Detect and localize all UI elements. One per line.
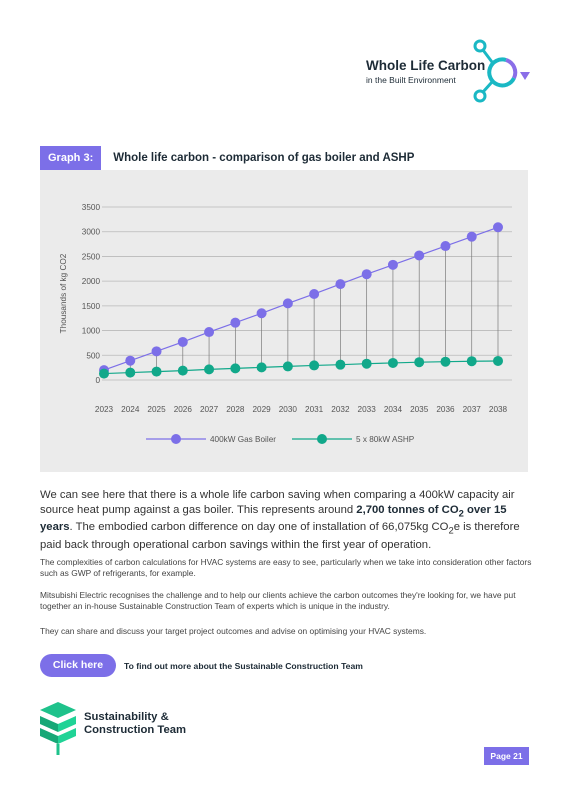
- data-point: [151, 366, 162, 377]
- y-tick-label: 1500: [82, 302, 101, 311]
- data-point: [309, 288, 320, 299]
- data-point: [125, 367, 136, 378]
- y-tick-label: 2500: [82, 252, 101, 261]
- lead-text-2-tail: e is therefore paid back through operati…: [40, 521, 520, 552]
- lead-paragraph: We can see here that there is a whole li…: [40, 488, 532, 553]
- lead-highlight: 2,700 tonnes of CO2 over 15 years: [40, 504, 507, 534]
- lead-text-2: . The embodied carbon difference on day …: [69, 521, 449, 534]
- data-point: [177, 365, 188, 376]
- data-point: [361, 358, 372, 369]
- series-line-0: [103, 226, 499, 371]
- x-tick-label: 2029: [252, 405, 271, 414]
- logo-subtitle: in the Built Environment: [366, 75, 456, 85]
- x-tick-label: 2034: [384, 405, 403, 414]
- data-point: [256, 362, 267, 373]
- legend-marker: [171, 434, 181, 444]
- lead-text-2-sub: 2: [448, 524, 454, 536]
- team-name: Sustainability & Construction Team: [84, 711, 186, 737]
- series-line-1: [103, 360, 499, 375]
- team-name-line-2: Construction Team: [84, 724, 187, 736]
- data-point: [177, 336, 188, 347]
- data-point: [387, 357, 398, 368]
- y-tick-label: 3500: [82, 203, 101, 212]
- x-tick-label: 2030: [279, 405, 298, 414]
- x-tick-label: 2037: [463, 405, 482, 414]
- data-point: [99, 368, 109, 379]
- data-point: [414, 250, 425, 261]
- logo-title: Whole Life Carbon: [366, 58, 486, 73]
- graph-title: Whole life carbon - comparison of gas bo…: [113, 152, 415, 164]
- data-point: [125, 355, 136, 366]
- x-tick-label: 2027: [200, 405, 219, 414]
- x-tick-label: 2031: [305, 405, 324, 414]
- data-point: [282, 361, 293, 372]
- data-point: [387, 259, 398, 270]
- cta-row: Click here To find out more about the Su…: [40, 654, 363, 677]
- legend-label: 5 x 80kW ASHP: [356, 435, 415, 444]
- x-tick-label: 2032: [331, 405, 350, 414]
- y-axis-label: Thousands of kg CO2: [59, 253, 68, 333]
- stacked-cubes-icon: [40, 702, 76, 755]
- data-point: [151, 346, 162, 357]
- x-tick-label: 2025: [147, 405, 166, 414]
- x-tick-label: 2035: [410, 405, 429, 414]
- x-tick-label: 2026: [174, 405, 193, 414]
- body-paragraph: The complexities of carbon calculations …: [40, 557, 532, 578]
- graph-tag: Graph 3:: [40, 146, 102, 170]
- chart-panel: 0 500 1000 1500 2000 2500 3000 3500 Thousands of…: [40, 170, 528, 472]
- x-tick-label: 2038: [489, 405, 508, 414]
- cta-text: To find out more about the Sustainable C…: [124, 660, 363, 671]
- sustainability-team-logo: Sustainability & Construction Team: [38, 700, 258, 756]
- y-tick-label: 3000: [82, 228, 101, 237]
- data-point: [335, 359, 346, 370]
- lead-highlight-sub: 2: [458, 506, 464, 518]
- y-tick-label: 0: [95, 376, 100, 385]
- data-point: [335, 279, 346, 290]
- data-point: [466, 231, 477, 242]
- x-tick-label: 2024: [121, 405, 140, 414]
- body-paragraph: Mitsubishi Electric recognises the chall…: [40, 590, 516, 611]
- x-tick-label: 2033: [358, 405, 377, 414]
- carbon-cycle-icon: [473, 39, 530, 103]
- graph-header: Graph 3: Whole life carbon - comparison …: [40, 146, 414, 170]
- data-point: [309, 360, 320, 371]
- legend-label: 400kW Gas Boiler: [210, 435, 276, 444]
- data-point: [466, 356, 477, 367]
- click-here-button[interactable]: Click here: [40, 654, 116, 677]
- data-point: [282, 298, 293, 309]
- y-tick-label: 500: [86, 351, 100, 360]
- lead-text-1: We can see here that there is a whole li…: [40, 489, 515, 516]
- x-tick-label: 2036: [436, 405, 455, 414]
- lead-highlight-text: 2,700 tonnes of CO: [356, 503, 459, 516]
- data-point: [204, 364, 215, 375]
- data-point: [361, 269, 372, 280]
- data-point: [440, 356, 451, 367]
- y-tick-label: 2000: [82, 277, 101, 286]
- body-paragraph: They can share and discuss your target p…: [40, 626, 427, 636]
- data-point: [440, 241, 451, 252]
- whole-life-carbon-logo: Whole Life Carbon in the Built Environme…: [360, 38, 535, 108]
- data-point: [256, 308, 267, 319]
- page-number-badge: Page 21: [484, 747, 529, 765]
- legend-marker: [317, 434, 327, 444]
- data-point: [414, 357, 425, 368]
- data-point: [493, 222, 503, 233]
- data-point: [230, 317, 241, 328]
- data-point: [493, 355, 503, 366]
- line-chart: 0 500 1000 1500 2000 2500 3000 3500 Thousands of…: [59, 203, 512, 444]
- team-name-line-1: Sustainability &: [84, 711, 169, 723]
- y-tick-label: 1000: [82, 327, 101, 336]
- lead-highlight-tail: over 15 years: [40, 503, 507, 534]
- x-tick-label: 2028: [226, 405, 245, 414]
- data-point: [230, 363, 241, 374]
- data-point: [204, 327, 215, 338]
- x-tick-label: 2023: [95, 405, 114, 414]
